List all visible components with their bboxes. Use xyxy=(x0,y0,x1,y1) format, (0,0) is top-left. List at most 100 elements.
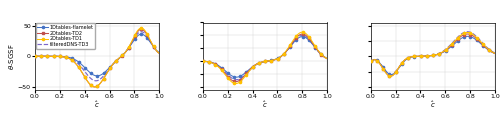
filteredDNS-TD3 xyxy=(200,60,206,62)
X-axis label: $\hat{c}$: $\hat{c}$ xyxy=(94,100,100,110)
2Dtables-TD2 xyxy=(274,58,280,60)
1Dtables-flamelet xyxy=(314,48,320,50)
1Dtables-flamelet xyxy=(492,53,498,54)
2Dtables-TD1 xyxy=(306,36,312,37)
Line: filteredDNS-TD3: filteredDNS-TD3 xyxy=(203,35,327,80)
1Dtables-flamelet xyxy=(94,75,100,77)
2Dtables-TD1 xyxy=(492,53,498,54)
2Dtables-TD2 xyxy=(442,50,448,52)
2Dtables-TD1 xyxy=(200,60,206,62)
2Dtables-TD2 xyxy=(314,48,320,50)
1Dtables-flamelet xyxy=(200,60,206,62)
filteredDNS-TD3 xyxy=(146,38,152,39)
2Dtables-TD1 xyxy=(442,50,448,51)
2Dtables-TD2 xyxy=(388,76,394,77)
1Dtables-flamelet xyxy=(274,58,280,59)
2Dtables-TD1 xyxy=(314,47,320,49)
Legend: 1Dtables-flamelet, 2Dtables-TD2, 2Dtables-TD1, filteredDNS-TD3: 1Dtables-flamelet, 2Dtables-TD2, 2Dtable… xyxy=(36,24,95,49)
2Dtables-TD2 xyxy=(444,48,450,50)
X-axis label: $\hat{c}$: $\hat{c}$ xyxy=(262,100,268,110)
filteredDNS-TD3 xyxy=(324,58,330,59)
2Dtables-TD2 xyxy=(200,60,206,62)
1Dtables-flamelet xyxy=(146,39,152,41)
1Dtables-flamelet xyxy=(156,52,162,54)
filteredDNS-TD3 xyxy=(388,74,394,75)
2Dtables-TD1 xyxy=(137,28,143,29)
2Dtables-TD2 xyxy=(299,33,305,35)
filteredDNS-TD3 xyxy=(106,68,112,69)
2Dtables-TD1 xyxy=(444,48,450,49)
1Dtables-flamelet xyxy=(32,56,38,57)
Line: 1Dtables-flamelet: 1Dtables-flamelet xyxy=(202,36,328,78)
2Dtables-TD2 xyxy=(156,53,162,54)
1Dtables-flamelet xyxy=(106,67,112,68)
2Dtables-TD2 xyxy=(32,56,38,57)
Line: 2Dtables-TD2: 2Dtables-TD2 xyxy=(202,33,328,83)
2Dtables-TD1 xyxy=(299,31,305,33)
1Dtables-flamelet xyxy=(108,65,114,66)
2Dtables-TD2 xyxy=(32,56,38,57)
2Dtables-TD1 xyxy=(481,45,487,46)
2Dtables-TD2 xyxy=(92,86,98,88)
Line: 2Dtables-TD1: 2Dtables-TD1 xyxy=(370,31,496,77)
2Dtables-TD1 xyxy=(138,27,144,29)
2Dtables-TD2 xyxy=(200,60,206,62)
2Dtables-TD2 xyxy=(106,68,112,70)
Line: filteredDNS-TD3: filteredDNS-TD3 xyxy=(35,32,160,81)
2Dtables-TD1 xyxy=(464,32,470,33)
1Dtables-flamelet xyxy=(368,60,374,62)
1Dtables-flamelet xyxy=(32,56,38,57)
1Dtables-flamelet xyxy=(234,76,239,78)
2Dtables-TD2 xyxy=(368,60,374,62)
filteredDNS-TD3 xyxy=(156,52,162,54)
2Dtables-TD1 xyxy=(156,53,162,54)
2Dtables-TD2 xyxy=(146,37,152,38)
2Dtables-TD2 xyxy=(324,58,330,59)
filteredDNS-TD3 xyxy=(137,31,143,33)
1Dtables-flamelet xyxy=(442,51,448,52)
filteredDNS-TD3 xyxy=(299,35,305,36)
2Dtables-TD1 xyxy=(474,36,480,38)
filteredDNS-TD3 xyxy=(464,31,470,32)
2Dtables-TD2 xyxy=(492,53,498,54)
filteredDNS-TD3 xyxy=(492,52,498,54)
Line: 1Dtables-flamelet: 1Dtables-flamelet xyxy=(370,35,496,76)
filteredDNS-TD3 xyxy=(32,56,38,57)
filteredDNS-TD3 xyxy=(106,68,112,70)
1Dtables-flamelet xyxy=(444,49,450,50)
filteredDNS-TD3 xyxy=(444,47,450,49)
2Dtables-TD1 xyxy=(106,69,112,70)
1Dtables-flamelet xyxy=(138,33,144,35)
filteredDNS-TD3 xyxy=(481,44,487,46)
2Dtables-TD1 xyxy=(274,58,280,60)
1Dtables-flamelet xyxy=(274,58,280,59)
Line: filteredDNS-TD3: filteredDNS-TD3 xyxy=(370,32,495,75)
filteredDNS-TD3 xyxy=(368,60,374,62)
filteredDNS-TD3 xyxy=(234,79,239,80)
2Dtables-TD2 xyxy=(108,65,114,67)
X-axis label: $\hat{c}$: $\hat{c}$ xyxy=(430,100,436,110)
2Dtables-TD1 xyxy=(32,56,38,57)
2Dtables-TD2 xyxy=(481,45,487,47)
2Dtables-TD2 xyxy=(368,60,374,62)
1Dtables-flamelet xyxy=(276,57,282,58)
1Dtables-flamelet xyxy=(481,46,487,47)
filteredDNS-TD3 xyxy=(138,31,144,32)
1Dtables-flamelet xyxy=(324,58,330,59)
2Dtables-TD2 xyxy=(274,58,280,60)
1Dtables-flamelet xyxy=(106,67,112,69)
1Dtables-flamelet xyxy=(474,39,480,41)
filteredDNS-TD3 xyxy=(276,57,282,58)
Line: 1Dtables-flamelet: 1Dtables-flamelet xyxy=(34,33,160,77)
2Dtables-TD2 xyxy=(464,33,470,35)
2Dtables-TD2 xyxy=(232,81,238,82)
2Dtables-TD1 xyxy=(388,76,394,77)
2Dtables-TD2 xyxy=(306,37,312,39)
filteredDNS-TD3 xyxy=(32,56,38,57)
1Dtables-flamelet xyxy=(388,74,394,75)
2Dtables-TD2 xyxy=(106,69,112,70)
2Dtables-TD2 xyxy=(442,50,448,51)
2Dtables-TD2 xyxy=(276,57,282,58)
1Dtables-flamelet xyxy=(442,50,448,52)
filteredDNS-TD3 xyxy=(200,60,206,62)
